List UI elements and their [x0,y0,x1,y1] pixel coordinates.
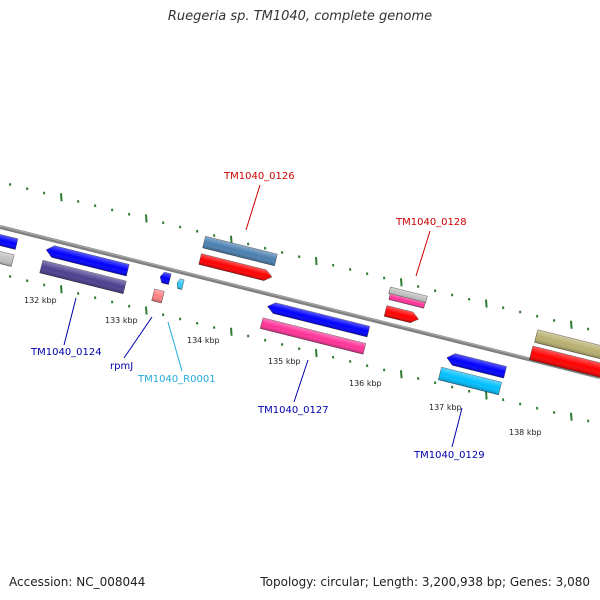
feature-tm1040-0124-cds[interactable] [39,260,127,294]
outer-ring-major-tick [570,320,573,329]
leader-line [63,297,77,346]
tick-label: 136 kbp [349,379,382,388]
feature-tm1040-0124[interactable] [45,244,130,277]
inner-ring-major-tick [400,370,403,379]
inner-ring-major-tick [145,306,148,315]
inner-ring-major-tick [570,412,573,421]
feature-tm1040-0129[interactable] [445,352,507,379]
gene-label[interactable]: TM1040_0126 [223,171,295,182]
outer-ring-major-tick [400,278,403,287]
outer-ring-major-tick [60,193,63,202]
tick-label: 135 kbp [268,357,301,366]
feature-tm1040-r0001[interactable] [176,278,185,290]
inner-ring-major-tick [60,285,63,294]
gene-label[interactable]: rpmJ [110,361,133,372]
genome-backbone [0,225,600,379]
gene-label-layer: TM1040_0126 TM1040_0128 TM1040_0124 rpmJ TM1… [30,171,485,461]
tick-label-layer: 132 kbp 133 kbp 134 kbp 135 kbp 136 kbp 137 k… [24,296,542,437]
gene-label[interactable]: TM1040_R0001 [137,374,216,385]
leader-line [293,359,309,403]
gene-label[interactable]: TM1040_0129 [413,450,485,461]
leader-line [415,230,431,277]
tick-ring-outer [9,183,590,331]
outer-ring-major-tick [485,299,488,308]
feature-tm1040-0126-cds[interactable] [198,253,273,283]
feature-tm1040-0128-cds[interactable] [388,293,426,309]
leader-line [245,184,261,231]
feature-tm1040-0126[interactable] [202,235,278,267]
feature-tm1040-0129-cds[interactable] [438,366,502,396]
label-leader-lines [63,184,463,448]
gene-label[interactable]: TM1040_0127 [257,405,329,416]
inner-ring-major-tick [315,348,318,358]
feature-left-edge-cds[interactable] [0,249,15,267]
outer-ring-major-tick [230,235,233,244]
feature-layer [0,232,600,396]
tick-label: 138 kbp [509,428,542,437]
feature-tm1040-0128-gene[interactable] [383,305,420,325]
outer-ring-major-tick [145,214,148,223]
tick-ring-inner [9,275,590,423]
map-title: Ruegeria sp. TM1040, complete genome [167,9,433,24]
genome-summary-text: Topology: circular; Length: 3,200,938 bp… [260,575,590,589]
gene-label[interactable]: TM1040_0124 [30,347,102,358]
leader-line [123,316,153,359]
feature-left-edge-gene[interactable] [0,232,19,250]
inner-ring-major-tick [485,391,488,400]
tick-label: 134 kbp [187,336,220,345]
leader-line [167,321,183,372]
feature-rpmj-cds[interactable] [151,288,165,304]
feature-rpmj[interactable] [159,271,172,285]
accession-text: Accession: NC_008044 [9,575,146,589]
inner-ring-major-tick [230,327,233,336]
feature-tm1040-0128[interactable] [388,286,428,304]
feature-tm1040-0127-cds[interactable] [260,317,366,355]
feature-tm1040-0127[interactable] [266,301,371,338]
tick-label: 132 kbp [24,296,57,305]
outer-ring-major-tick [315,256,318,266]
tick-label: 137 kbp [429,403,462,412]
tick-label: 133 kbp [105,316,138,325]
gene-label[interactable]: TM1040_0128 [395,217,467,228]
leader-line [451,407,463,448]
feature-right-edge-gene[interactable] [534,329,600,361]
feature-right-edge-cds[interactable] [529,345,600,379]
genome-backbone-highlight [0,225,600,377]
